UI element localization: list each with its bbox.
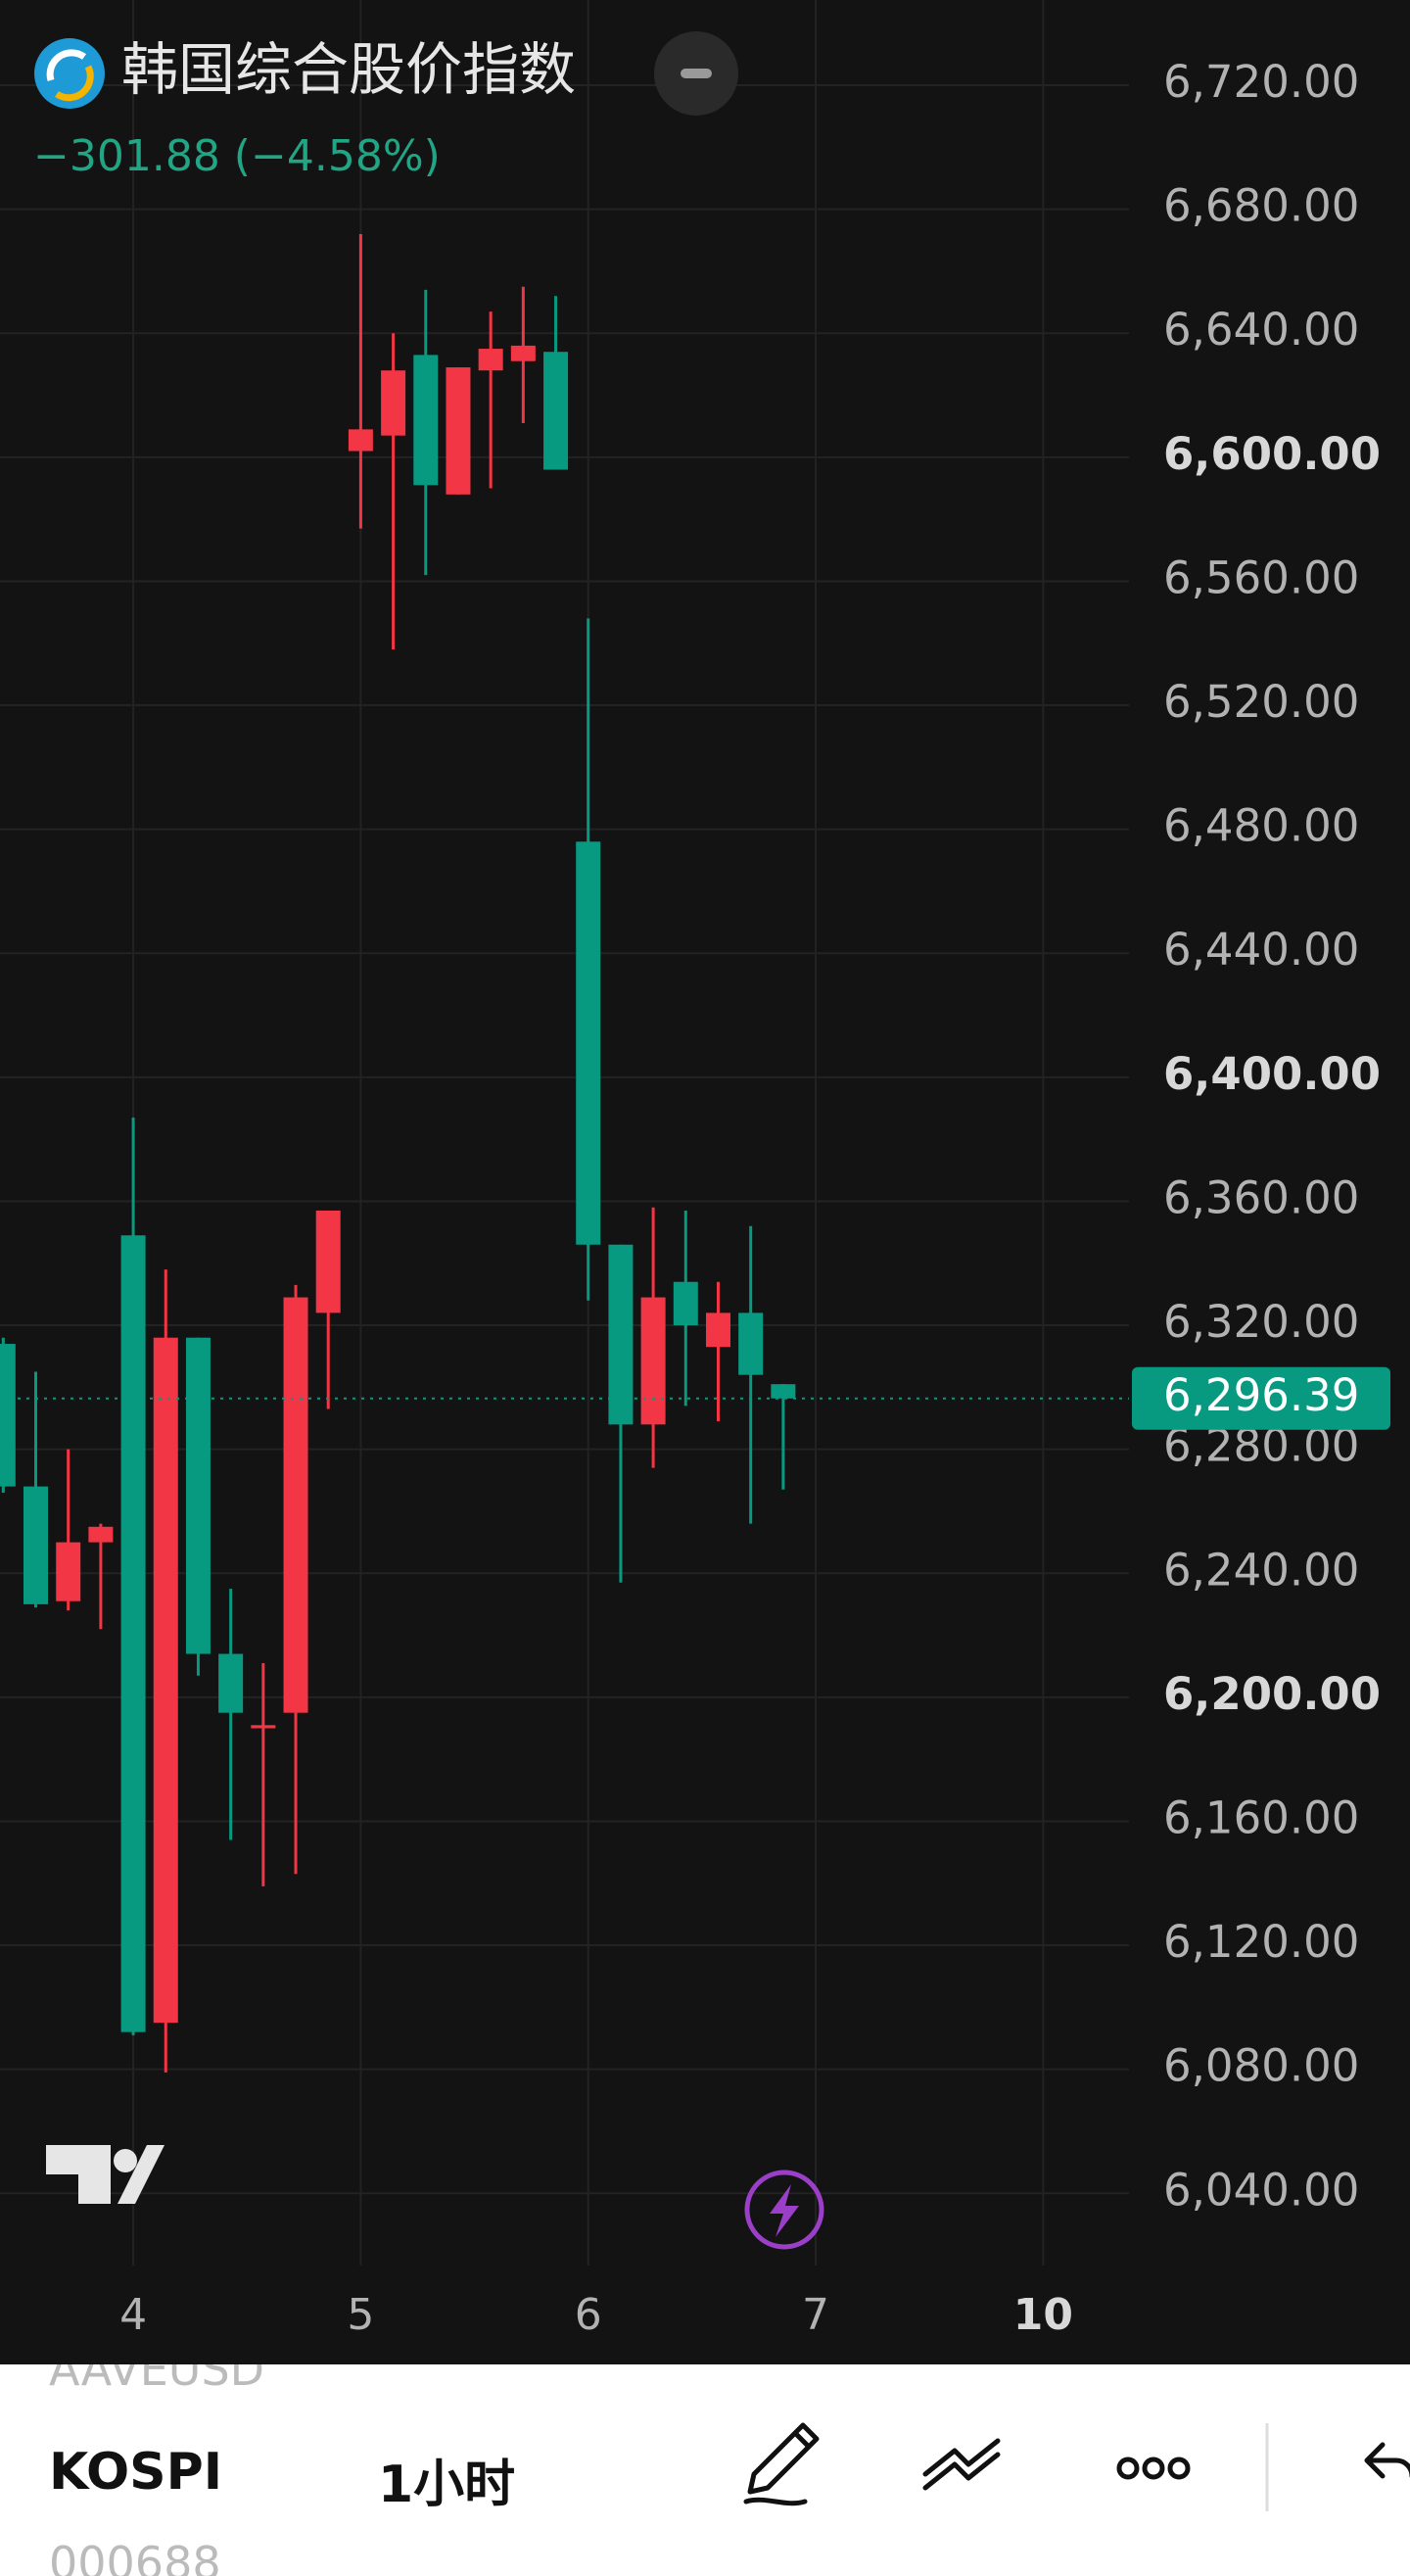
candle-body: [510, 345, 536, 361]
symbol-below[interactable]: 000688: [49, 2537, 221, 2576]
y-tick-label: 6,400.00: [1163, 1048, 1381, 1100]
candle-body: [24, 1486, 49, 1604]
logo-arc: [55, 65, 94, 102]
candle-body: [446, 367, 471, 495]
y-tick-label: 6,240.00: [1163, 1544, 1359, 1596]
candle-body: [56, 1542, 81, 1601]
candle-body: [738, 1312, 764, 1375]
x-tick-label: 5: [347, 2290, 374, 2340]
y-tick-label: 6,120.00: [1163, 1916, 1359, 1968]
y-tick-label: 6,080.00: [1163, 2040, 1359, 2092]
candle-body: [348, 429, 373, 452]
candle-body: [283, 1297, 308, 1713]
toolbar: AAVEUSD KOSPI 1小时 000688: [0, 2364, 1410, 2576]
chart: 6,040.00 6,080.00 6,120.00 6,160.00 6,200.00…: [0, 0, 1410, 2364]
toolbar-icons: [743, 2422, 1410, 2511]
candle-body: [381, 370, 406, 436]
candle-body: [478, 349, 503, 371]
lines-icon[interactable]: [922, 2438, 1001, 2491]
draw-icon[interactable]: [743, 2422, 820, 2506]
interval[interactable]: 1小时: [378, 2456, 516, 2514]
chart-background: [0, 0, 1410, 2364]
x-tick-label: 7: [802, 2290, 829, 2340]
y-tick-label: 6,440.00: [1163, 924, 1359, 976]
y-tick-label: 6,040.00: [1163, 2164, 1359, 2216]
tv-logo: [114, 2149, 137, 2172]
y-tick-label: 6,320.00: [1163, 1296, 1359, 1348]
candle-body: [673, 1281, 698, 1326]
lightning-icon: [770, 2184, 799, 2237]
more-icon[interactable]: [1167, 2457, 1191, 2480]
y-tick-label: 6,640.00: [1163, 304, 1359, 356]
candle-body: [120, 1235, 146, 2032]
candle-body: [88, 1526, 114, 1543]
symbol-above[interactable]: AAVEUSD: [49, 2364, 265, 2396]
y-tick-label: 6,360.00: [1163, 1171, 1359, 1223]
candle-body: [608, 1244, 634, 1425]
candle-body: [153, 1337, 178, 2024]
candle-body: [0, 1344, 16, 1487]
y-tick-label: 6,160.00: [1163, 1791, 1359, 1843]
y-tick-label: 6,680.00: [1163, 180, 1359, 232]
x-tick-label: 6: [575, 2290, 602, 2340]
candle-body: [218, 1653, 244, 1713]
chart-subtitle: −301.88 (−4.58%): [33, 131, 441, 181]
y-tick-label: 6,480.00: [1163, 800, 1359, 852]
undo-icon[interactable]: [1364, 2442, 1410, 2479]
candle-body: [576, 841, 601, 1245]
tv-logo: [46, 2145, 111, 2204]
candle-body: [251, 1725, 276, 1729]
more-icon[interactable]: [1142, 2457, 1165, 2480]
more-icon[interactable]: [1116, 2457, 1140, 2480]
candle-body: [543, 352, 569, 470]
last-price-label: 6,296.39: [1163, 1369, 1359, 1421]
y-tick-label: 6,200.00: [1163, 1668, 1381, 1720]
axis-labels: 6,040.00 6,080.00 6,120.00 6,160.00 6,200.00…: [119, 56, 1390, 2340]
y-tick-label: 6,600.00: [1163, 428, 1381, 480]
lightning-button[interactable]: [744, 2170, 824, 2250]
x-tick-label: 10: [1013, 2290, 1073, 2340]
symbol[interactable]: KOSPI: [49, 2443, 223, 2502]
collapse-icon: [681, 69, 712, 78]
candle-body: [185, 1337, 211, 1654]
y-tick-label: 6,720.00: [1163, 56, 1359, 108]
last-price-tag: [1132, 1366, 1390, 1430]
x-tick-label: 4: [119, 2290, 147, 2340]
candles: [0, 233, 1129, 2073]
y-tick-label: 6,560.00: [1163, 551, 1359, 603]
candle-body: [413, 355, 439, 486]
y-tick-label: 6,520.00: [1163, 676, 1359, 728]
candle-body: [640, 1297, 666, 1425]
tv-logo: [118, 2145, 164, 2204]
candle-body: [315, 1210, 341, 1313]
candle-body: [771, 1384, 796, 1399]
logo-arc: [46, 49, 87, 81]
candle-body: [705, 1312, 730, 1348]
chart-title: 韩国综合股价指数: [121, 36, 576, 103]
